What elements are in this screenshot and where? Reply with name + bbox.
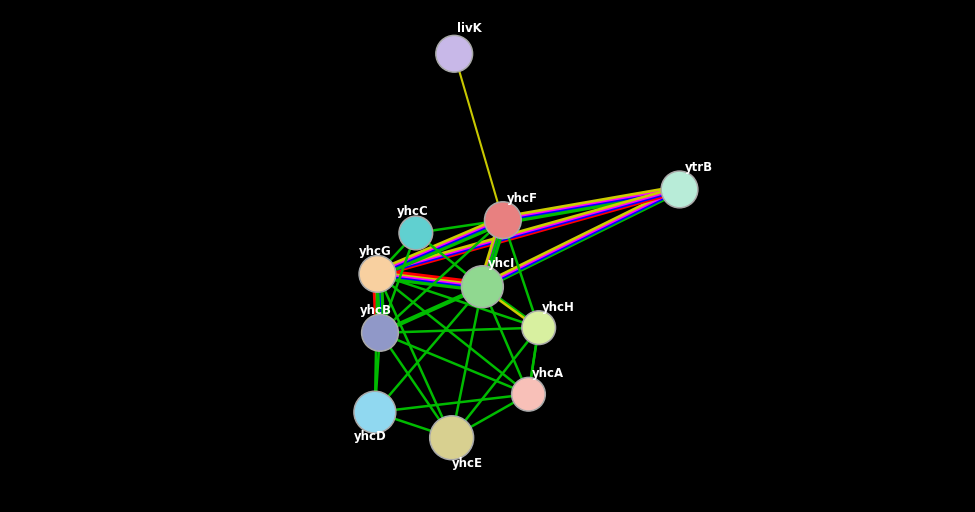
- Text: yhcF: yhcF: [507, 192, 538, 205]
- Circle shape: [663, 173, 696, 206]
- Circle shape: [661, 171, 698, 208]
- Circle shape: [512, 377, 545, 411]
- Circle shape: [356, 393, 394, 432]
- Circle shape: [513, 379, 544, 410]
- Text: ytrB: ytrB: [684, 161, 713, 175]
- Text: yhcE: yhcE: [451, 457, 483, 470]
- Circle shape: [436, 35, 473, 72]
- Text: yhcC: yhcC: [398, 205, 429, 218]
- Text: yhcH: yhcH: [542, 301, 574, 314]
- Circle shape: [463, 267, 502, 306]
- Circle shape: [524, 312, 554, 343]
- Circle shape: [430, 416, 474, 460]
- Circle shape: [522, 311, 556, 345]
- Circle shape: [401, 218, 431, 248]
- Text: livK: livK: [457, 22, 482, 35]
- Circle shape: [361, 257, 394, 291]
- Circle shape: [354, 391, 396, 433]
- Circle shape: [431, 417, 472, 458]
- Circle shape: [362, 314, 399, 351]
- Circle shape: [359, 255, 396, 292]
- Circle shape: [399, 216, 433, 250]
- Text: yhcB: yhcB: [360, 304, 392, 317]
- Circle shape: [486, 203, 520, 237]
- Text: yhcG: yhcG: [359, 245, 391, 259]
- Circle shape: [363, 316, 397, 350]
- Circle shape: [461, 266, 503, 308]
- Text: yhcI: yhcI: [488, 257, 516, 270]
- Text: yhcD: yhcD: [354, 430, 387, 443]
- Text: yhcA: yhcA: [531, 367, 564, 380]
- Circle shape: [438, 37, 471, 71]
- Circle shape: [485, 202, 522, 239]
